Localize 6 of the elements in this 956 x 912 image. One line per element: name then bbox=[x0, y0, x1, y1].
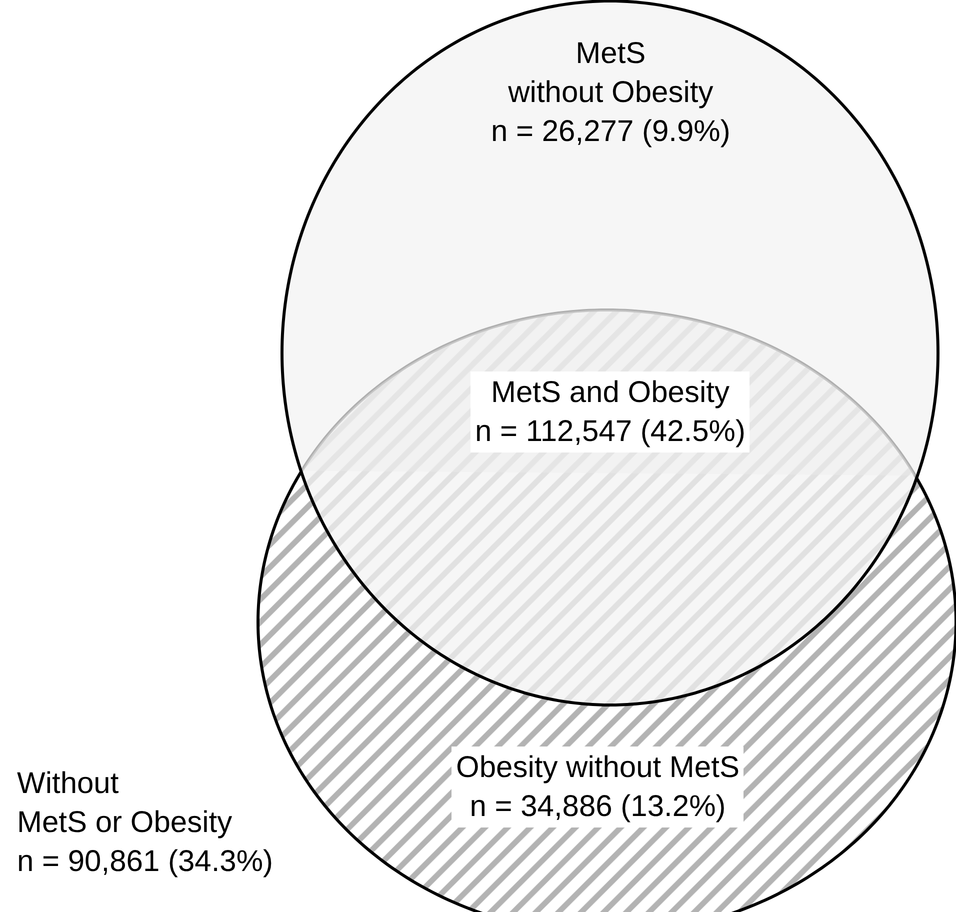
data-label: n = 26,277 (9.9%) bbox=[491, 115, 730, 148]
category-label: Obesity without MetS bbox=[456, 751, 740, 784]
data-label: n = 90,861 (34.3%) bbox=[17, 845, 274, 878]
data-label: n = 34,886 (13.2%) bbox=[470, 790, 726, 823]
data-label: n = 112,547 (42.5%) bbox=[475, 415, 746, 448]
category-label: MetS and Obesity bbox=[491, 376, 730, 409]
